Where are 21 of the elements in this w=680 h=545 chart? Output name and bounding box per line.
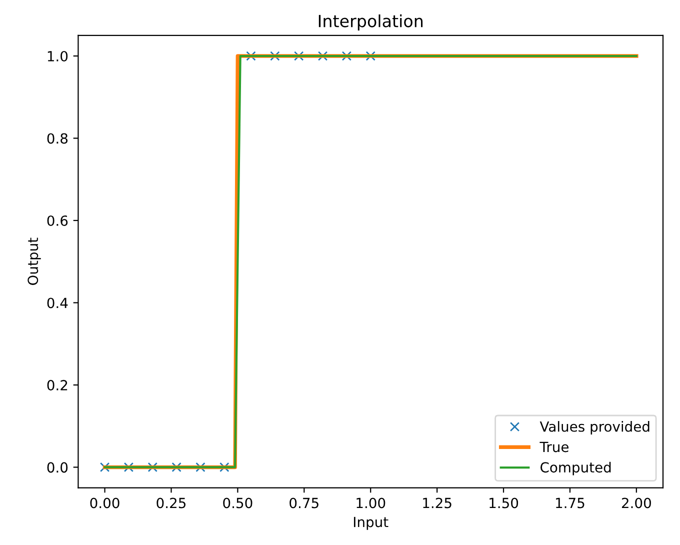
x-tick-label: 2.00 [622,498,651,508]
x-tick-label: 1.75 [556,498,584,508]
y-tick-label: 0.8 [47,133,68,144]
y-tick-label: 1.0 [48,50,68,62]
legend-label: Computed [540,462,611,476]
y-tick-label: 0.6 [47,215,68,226]
y-tick-label: 0.4 [47,298,68,308]
y-tick-label: 0.0 [47,462,68,473]
legend-label: True [540,442,568,452]
x-axis-title: Input [354,516,388,530]
x-tick-label: 1.00 [356,498,386,508]
x-tick-label: 1.25 [423,498,452,508]
x-tick-label: 0.25 [156,498,186,508]
x-tick-label: 1.50 [490,498,518,508]
y-tick-label: 0.2 [47,380,68,390]
y-axis-title: Output [28,238,41,285]
x-tick-label: 0.00 [90,498,120,508]
x-tick-label: 0.75 [290,498,318,508]
chart-title: Interpolation [318,14,423,31]
legend-label: Values provided [540,421,650,434]
x-tick-label: 0.50 [223,498,252,508]
